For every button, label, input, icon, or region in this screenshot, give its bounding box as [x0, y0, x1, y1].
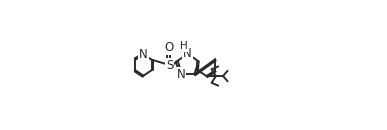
Text: O: O [165, 41, 174, 54]
Text: N: N [139, 48, 148, 61]
Text: S: S [166, 58, 173, 72]
Text: H: H [180, 41, 187, 51]
Text: N: N [183, 47, 192, 60]
Text: N: N [176, 68, 185, 81]
